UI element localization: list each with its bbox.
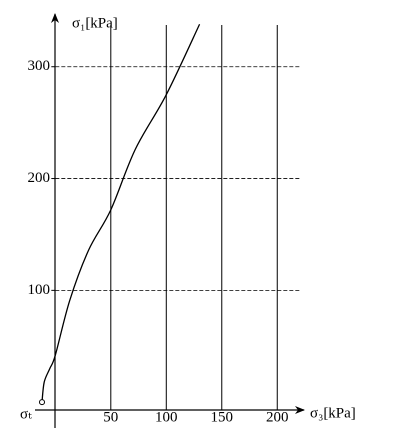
y-tick-label: 200 bbox=[28, 170, 51, 186]
y-axis-label: σ₁[kPa] bbox=[72, 15, 118, 31]
tensile-strength-label: σₜ bbox=[20, 406, 32, 422]
failure-curve bbox=[41, 23, 201, 403]
x-tick-label: 150 bbox=[211, 409, 234, 425]
y-tick-label: 100 bbox=[28, 282, 51, 298]
tensile-point bbox=[39, 399, 45, 406]
x-tick-label: 50 bbox=[103, 409, 118, 425]
grid bbox=[55, 25, 300, 410]
x-axis-label: σ₃[kPa] bbox=[310, 405, 356, 421]
y-tick-label: 300 bbox=[28, 58, 51, 74]
x-tick-label: 100 bbox=[155, 409, 178, 425]
x-tick-label: 200 bbox=[266, 409, 289, 425]
